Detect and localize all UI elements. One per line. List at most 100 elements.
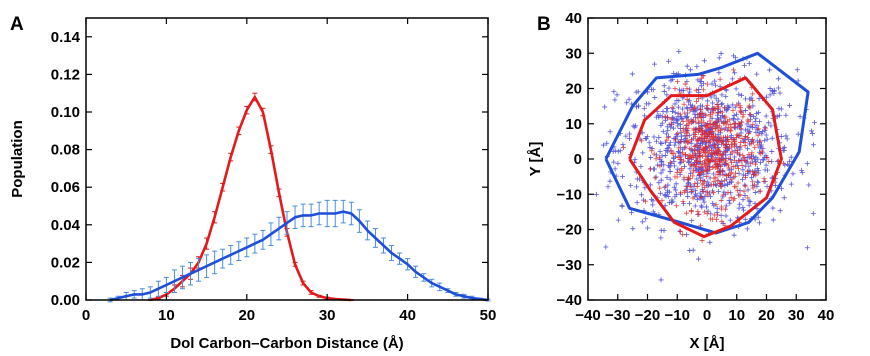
scatter-point: [696, 211, 702, 217]
scatter-point: [680, 119, 686, 125]
scatter-point: [695, 77, 701, 83]
scatter-point: [754, 127, 760, 133]
scatter-point: [754, 166, 760, 172]
scatter-point: [675, 166, 681, 172]
x-tick-label: −30: [605, 307, 630, 324]
scatter-point: [762, 125, 768, 131]
scatter-point: [677, 149, 683, 155]
scatter-point: [649, 196, 655, 202]
scatter-point: [731, 113, 737, 119]
panel-a-ticks: 0 10 20 30 40 50 0.00 0.02 0.04 0.06 0.08 0.10 0.12 0…: [51, 18, 497, 324]
scatter-point: [734, 144, 740, 150]
scatter-point: [667, 168, 673, 174]
scatter-point: [668, 148, 674, 154]
hull-outline-0: [604, 51, 810, 235]
scatter-point: [745, 187, 751, 193]
scatter-point: [734, 102, 740, 108]
scatter-point: [699, 204, 705, 210]
scatter-point: [624, 100, 630, 106]
scatter-point: [771, 91, 777, 97]
scatter-point: [659, 120, 665, 126]
scatter-point: [777, 208, 783, 214]
scatter-point: [685, 177, 691, 183]
scatter-point: [691, 147, 697, 153]
scatter-point: [750, 179, 756, 185]
scatter-point: [634, 104, 640, 110]
scatter-point: [601, 142, 607, 148]
x-tick-label: 40: [818, 307, 835, 324]
scatter-point: [615, 217, 621, 223]
scatter-point: [696, 153, 702, 159]
scatter-point: [680, 198, 686, 204]
scatter-point: [675, 113, 681, 119]
scatter-point: [619, 203, 625, 209]
scatter-point: [652, 61, 658, 67]
scatter-point: [711, 171, 717, 177]
scatter-point: [697, 159, 703, 165]
x-tick-label: 40: [399, 307, 416, 324]
scatter-point: [672, 101, 678, 107]
scatter-point: [713, 95, 719, 101]
scatter-point: [744, 168, 750, 174]
scatter-point: [676, 145, 682, 151]
scatter-point: [672, 142, 678, 148]
scatter-point: [741, 155, 747, 161]
scatter-point: [656, 180, 662, 186]
x-tick-label: 50: [480, 307, 497, 324]
scatter-point: [707, 113, 713, 119]
scatter-point: [727, 217, 733, 223]
scatter-point: [806, 182, 812, 188]
scatter-point: [735, 150, 741, 156]
scatter-point: [715, 171, 721, 177]
scatter-point: [723, 114, 729, 120]
scatter-point: [668, 116, 674, 122]
scatter-point: [691, 126, 697, 132]
scatter-point: [743, 158, 749, 164]
scatter-point: [742, 140, 748, 146]
scatter-point: [642, 185, 648, 191]
scatter-point: [686, 152, 692, 158]
scatter-point: [612, 166, 618, 172]
panel-a-x-axis-label: Dol Carbon–Carbon Distance (Å): [170, 335, 403, 352]
scatter-point: [748, 160, 754, 166]
y-tick-label: −40: [557, 292, 582, 309]
scatter-point: [752, 161, 758, 167]
scatter-point: [699, 127, 705, 133]
scatter-point: [675, 130, 681, 136]
scatter-point: [628, 183, 634, 189]
scatter-point: [632, 156, 638, 162]
scatter-point: [719, 219, 725, 225]
scatter-point: [677, 121, 683, 127]
scatter-point: [737, 152, 743, 158]
series-0: [147, 92, 354, 302]
scatter-point: [728, 127, 734, 133]
scatter-point: [731, 197, 737, 203]
scatter-point: [646, 140, 652, 146]
scatter-point: [738, 139, 744, 145]
scatter-point: [676, 87, 682, 93]
scatter-point: [768, 123, 774, 129]
scatter-point: [751, 172, 757, 178]
scatter-point: [602, 104, 608, 110]
scatter-point: [683, 113, 689, 119]
scatter-point: [658, 277, 664, 283]
scatter-point: [713, 106, 719, 112]
scatter-point: [759, 131, 765, 137]
scatter-point: [629, 71, 635, 77]
scatter-point: [658, 177, 664, 183]
scatter-point: [664, 92, 670, 98]
scatter-point: [729, 76, 735, 82]
scatter-point: [605, 184, 611, 190]
scatter-point: [740, 197, 746, 203]
scatter-point: [647, 144, 653, 150]
scatter-point: [742, 183, 748, 189]
scatter-point: [685, 117, 691, 123]
scatter-point: [747, 199, 753, 205]
scatter-point: [681, 201, 687, 207]
scatter-point: [701, 199, 707, 205]
scatter-point: [669, 104, 675, 110]
scatter-point: [767, 92, 773, 98]
panel-b-label: B: [537, 14, 551, 35]
scatter-point: [686, 121, 692, 127]
scatter-point: [714, 102, 720, 108]
